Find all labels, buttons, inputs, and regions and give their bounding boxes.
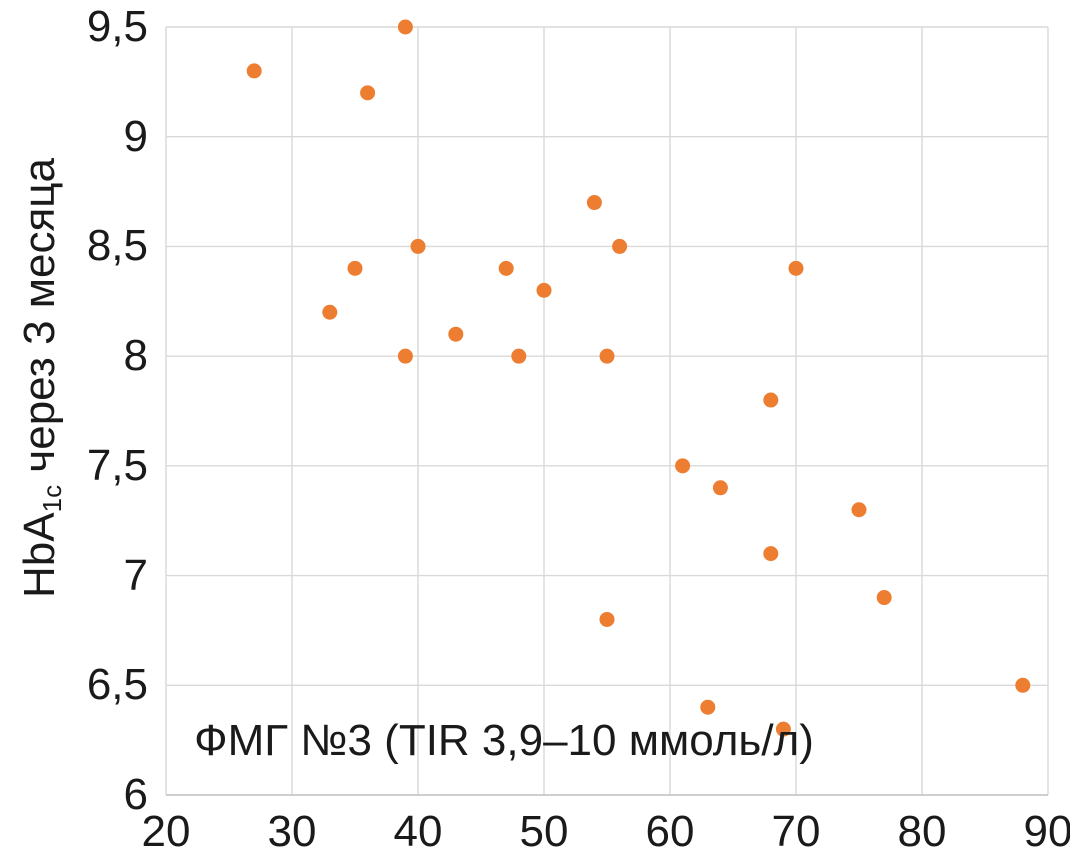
data-point (511, 348, 527, 364)
x-tick-label: 70 (771, 807, 821, 856)
x-tick-label: 90 (1023, 807, 1070, 856)
x-tick-label: 80 (897, 807, 947, 856)
x-tick-label: 30 (267, 807, 317, 856)
x-axis-title: ФМГ №3 (TIR 3,9–10 ммоль/л) (194, 716, 814, 765)
data-point (675, 458, 691, 474)
data-point (700, 699, 716, 715)
data-point (763, 546, 779, 562)
data-point (536, 282, 552, 298)
data-point (599, 611, 615, 627)
y-tick-label: 9 (123, 111, 148, 161)
data-point (712, 480, 728, 496)
data-point (347, 260, 363, 276)
data-point (322, 304, 338, 320)
y-axis-title-subscript: 1c (37, 484, 67, 513)
y-tick-label: 7 (123, 550, 148, 600)
y-axis-title-rest: через 3 месяца (15, 158, 64, 485)
data-point (397, 348, 413, 364)
y-tick-label: 9,5 (86, 2, 148, 51)
data-point (586, 195, 602, 211)
data-point (612, 238, 628, 254)
y-tick-label: 8,5 (86, 221, 148, 271)
data-point (876, 590, 892, 606)
data-point (1015, 677, 1031, 693)
x-tick-label: 50 (519, 807, 569, 856)
data-point (397, 19, 413, 35)
data-point (851, 502, 867, 518)
y-tick-label: 8 (123, 331, 148, 381)
data-point (788, 260, 804, 276)
data-point (246, 63, 262, 79)
y-tick-label: 7,5 (86, 440, 148, 490)
data-point (498, 260, 514, 276)
y-tick-label: 6 (123, 770, 148, 819)
data-point (763, 392, 779, 408)
x-tick-label: 20 (141, 807, 191, 856)
x-tick-label: 60 (645, 807, 695, 856)
data-point (448, 326, 464, 342)
data-point (410, 238, 426, 254)
y-tick-label: 6,5 (86, 660, 148, 710)
data-point (775, 721, 791, 737)
x-tick-label: 40 (393, 807, 443, 856)
data-point (360, 85, 376, 101)
data-point (599, 348, 615, 364)
